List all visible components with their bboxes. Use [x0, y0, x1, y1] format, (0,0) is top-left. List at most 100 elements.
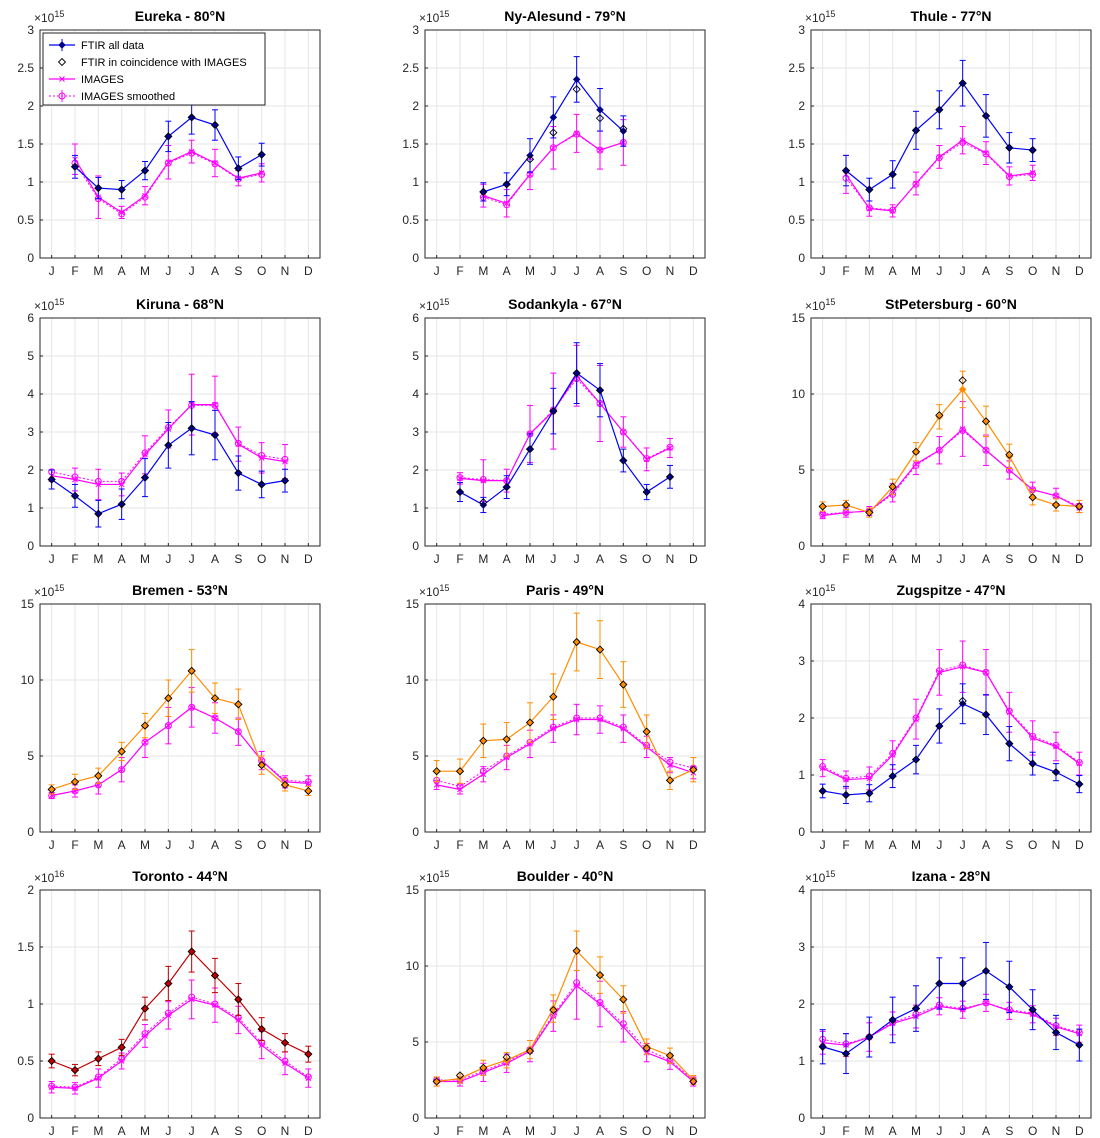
y-tick-label: 2.5 — [402, 61, 419, 75]
images-line — [822, 1002, 1080, 1046]
ftir-coincidence-point — [888, 482, 897, 491]
images-smoothed-point — [959, 661, 967, 669]
ftir-coincidence-point — [572, 368, 581, 378]
ftir-coincidence-point — [689, 1077, 698, 1086]
x-tick-label: F — [842, 838, 849, 852]
images-smoothed-point — [889, 206, 897, 214]
x-tick-label: J — [189, 1124, 195, 1138]
x-tick-label: O — [1028, 838, 1037, 852]
images-point — [620, 1023, 627, 1030]
ftir-coincidence-point — [865, 185, 874, 194]
images-smoothed-point — [188, 149, 196, 157]
x-tick-label: M — [864, 552, 874, 566]
images-smoothed-point — [234, 728, 242, 736]
images-smoothed-point — [819, 762, 827, 770]
y-tick-label: 0 — [798, 251, 805, 265]
images-smoothed-point — [94, 1073, 102, 1081]
x-tick-label: F — [842, 264, 849, 278]
y-tick-label: 3 — [412, 23, 419, 37]
x-tick-label: S — [619, 1124, 627, 1138]
images-point — [1053, 492, 1059, 499]
plot-area — [40, 604, 320, 832]
y-axis-exponent: ×1015 — [34, 297, 64, 313]
ftir-coincidence-point — [455, 767, 465, 776]
images-smoothed-point — [281, 1057, 289, 1065]
x-tick-label: J — [49, 1124, 55, 1138]
y-tick-label: 10 — [21, 673, 35, 687]
x-tick-label: M — [140, 552, 150, 566]
x-tick-label: D — [1075, 1124, 1084, 1138]
x-tick-label: J — [574, 264, 580, 278]
images-point — [235, 728, 242, 735]
images-point — [1053, 743, 1059, 750]
ftir-coincidence-point — [642, 487, 651, 497]
x-tick-label: S — [619, 838, 627, 852]
images-smoothed-point — [959, 426, 967, 434]
x-tick-label: J — [165, 838, 171, 852]
x-tick-label: S — [234, 1124, 242, 1138]
y-tick-label: 0 — [412, 251, 419, 265]
ftir-coincidence-point — [234, 468, 243, 478]
ftir-coincidence-point — [642, 727, 651, 736]
images-point — [597, 1001, 603, 1007]
legend-images-marker — [59, 76, 65, 82]
x-tick-label: A — [596, 264, 604, 278]
y-tick-label: 15 — [792, 311, 806, 325]
chart-title: StPetersburg - 60°N — [885, 296, 1017, 312]
x-tick-label: O — [257, 838, 266, 852]
images-smoothed-point — [573, 714, 581, 722]
x-tick-label: N — [1052, 838, 1061, 852]
x-tick-label: F — [456, 838, 463, 852]
y-tick-label: 2 — [27, 99, 34, 113]
images-point — [1029, 170, 1036, 176]
y-tick-label: 0 — [27, 251, 34, 265]
x-tick-label: N — [666, 264, 675, 278]
images-point — [550, 144, 557, 151]
ftir-coincidence-point — [432, 1077, 441, 1086]
images-point — [258, 454, 265, 461]
images-point — [913, 716, 919, 722]
x-tick-label: D — [1075, 552, 1084, 566]
ftir-coincidence-point — [1075, 502, 1084, 511]
y-tick-label: 4 — [798, 597, 805, 611]
images-smoothed-point — [1029, 732, 1037, 740]
x-tick-label: D — [689, 264, 698, 278]
images-point — [819, 765, 826, 772]
x-tick-label: S — [1005, 552, 1013, 566]
images-smoothed-point — [164, 159, 172, 167]
ftir-coincidence-point — [665, 472, 675, 481]
y-tick-label: 0 — [27, 1111, 34, 1125]
ftir-coincidence-point — [432, 767, 441, 776]
ftir-coincidence-point — [1075, 779, 1084, 789]
images-smoothed-point — [188, 993, 196, 1001]
ftir-coincidence-point — [911, 126, 921, 135]
x-tick-label: J — [165, 552, 171, 566]
ftir-coincidence-point — [94, 509, 103, 518]
images-smoothed-point — [619, 723, 627, 731]
images-smoothed-point — [211, 401, 219, 409]
ftir-coincidence-point — [47, 475, 56, 484]
y-tick-label: 1 — [27, 501, 34, 515]
images-smoothed-point — [573, 130, 581, 138]
ftir-coincidence-point — [665, 1051, 675, 1060]
x-tick-label: O — [642, 838, 651, 852]
x-tick-label: N — [666, 1124, 675, 1138]
plot-area — [811, 318, 1091, 546]
ftir-coincidence-point — [455, 1071, 465, 1080]
ftir-coincidence-point — [140, 473, 150, 482]
images-point — [959, 1006, 966, 1013]
ftir-line — [436, 641, 694, 782]
images-smoothed-point — [1075, 758, 1083, 766]
images-point — [866, 775, 873, 782]
chart-panel: J F M A M J J A S O N D00.511.522.53×1015 Thule - 77… — [788, 8, 1092, 278]
images-smoothed-point — [842, 774, 850, 782]
images-smoothed-point — [211, 160, 219, 168]
x-tick-label: O — [642, 1124, 651, 1138]
x-tick-label: J — [960, 552, 966, 566]
ftir-coincidence-point — [619, 124, 628, 133]
ftir-coincidence-point — [958, 979, 967, 988]
x-tick-label: F — [456, 264, 463, 278]
y-tick-label: 2.5 — [788, 61, 805, 75]
